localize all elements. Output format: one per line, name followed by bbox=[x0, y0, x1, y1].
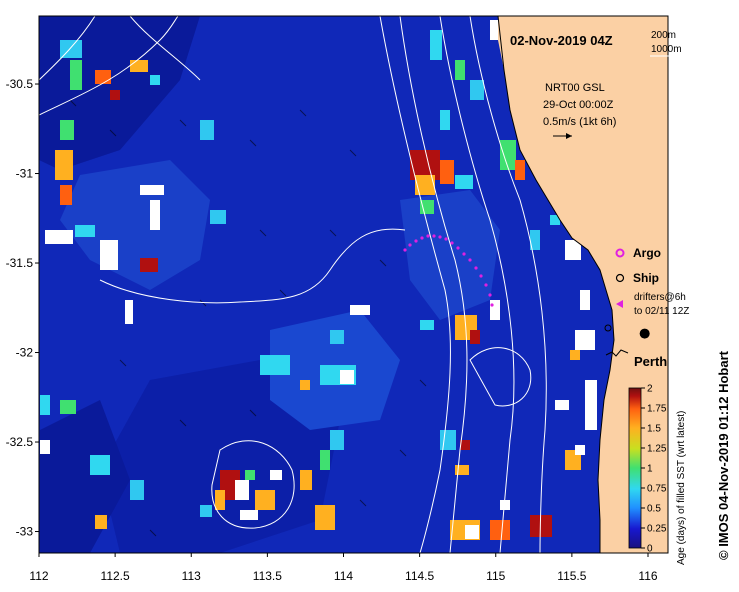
x-tick-label: 114 bbox=[334, 569, 353, 583]
current-vectors bbox=[69, 99, 427, 537]
map-title: 02-Nov-2019 04Z bbox=[510, 33, 613, 48]
currents-product: NRT00 GSL bbox=[545, 82, 605, 94]
colorbar-label: Age (days) of filled SST (wrt latest) bbox=[676, 411, 687, 565]
legend-drifters: drifters@6h to 02/11 12Z bbox=[616, 292, 689, 317]
x-tick-label: 113.5 bbox=[253, 569, 282, 583]
ship-marker bbox=[604, 324, 612, 332]
y-tick-label: -33 bbox=[16, 525, 34, 539]
x-tick-label: 113 bbox=[182, 569, 201, 583]
sst-patch bbox=[400, 190, 500, 320]
colorbar-tick-label: 1.75 bbox=[647, 404, 667, 415]
x-tick-label: 114.5 bbox=[405, 569, 434, 583]
currents-vector-label: 0.5m/s (1kt 6h) bbox=[543, 116, 616, 128]
y-tick-label: -31.5 bbox=[6, 256, 34, 270]
colorbar-tick-label: 0 bbox=[647, 544, 653, 555]
scale-deep-label: 1000m bbox=[651, 44, 682, 55]
perth-label: Perth bbox=[634, 354, 667, 369]
colorbar-tick-label: 1.25 bbox=[647, 444, 667, 455]
drifters-legend-line2: to 02/11 12Z bbox=[634, 306, 689, 317]
drifters-legend-line1: drifters@6h bbox=[634, 292, 686, 303]
currents-date: 29-Oct 00:00Z bbox=[543, 99, 614, 111]
legend-argo: Argo bbox=[615, 246, 661, 260]
credit-text: © IMOS 04-Nov-2019 01:12 Hobart bbox=[716, 350, 731, 560]
ship-legend-label: Ship bbox=[633, 271, 659, 285]
drifter-legend-icon bbox=[616, 300, 623, 308]
x-tick-label: 115.5 bbox=[557, 569, 586, 583]
colorbar-tick-label: 1 bbox=[647, 464, 653, 475]
colorbar-gradient bbox=[628, 387, 642, 549]
argo-track bbox=[403, 234, 494, 307]
ship-legend-icon bbox=[615, 273, 625, 283]
y-tick-label: -31 bbox=[16, 167, 34, 181]
plot-frame bbox=[38, 15, 669, 554]
x-tick-label: 115 bbox=[486, 569, 505, 583]
colorbar-tick-label: 0.75 bbox=[647, 484, 667, 495]
colorbar-tick-label: 1.5 bbox=[647, 424, 661, 435]
argo-legend-icon bbox=[615, 248, 625, 258]
coastline bbox=[497, 16, 615, 553]
colorbar-tick-label: 2 bbox=[647, 384, 653, 395]
colorbar: 0 0.25 0.5 0.75 1 1.25 1.5 1.75 2 Age (days) of … bbox=[628, 384, 687, 565]
y-tick-label: -30.5 bbox=[6, 77, 34, 91]
land-mass bbox=[498, 16, 668, 553]
deep-ocean-patch bbox=[100, 360, 340, 553]
y-tick-label: -32 bbox=[16, 346, 34, 360]
x-tick-label: 112 bbox=[29, 569, 48, 583]
perth-river bbox=[605, 349, 629, 357]
perth-marker bbox=[639, 328, 650, 339]
y-tick-label: -32.5 bbox=[6, 435, 34, 449]
x-tick-label: 116 bbox=[638, 569, 657, 583]
bathymetry-contours bbox=[39, 16, 547, 553]
colorbar-tick-label: 0.5 bbox=[647, 504, 661, 515]
scale-shelf-label: 200m bbox=[651, 30, 676, 41]
colorbar-tick-label: 0.25 bbox=[647, 524, 667, 535]
x-tick-label: 112.5 bbox=[101, 569, 130, 583]
legend-ship: Ship bbox=[615, 271, 659, 285]
argo-legend-label: Argo bbox=[633, 246, 661, 260]
vector-scale-arrow bbox=[553, 133, 572, 139]
deep-ocean-patch bbox=[39, 400, 130, 553]
sst-patch bbox=[60, 160, 210, 290]
